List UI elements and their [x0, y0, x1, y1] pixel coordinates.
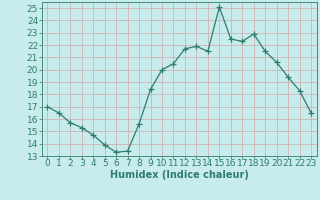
X-axis label: Humidex (Indice chaleur): Humidex (Indice chaleur)	[110, 170, 249, 180]
